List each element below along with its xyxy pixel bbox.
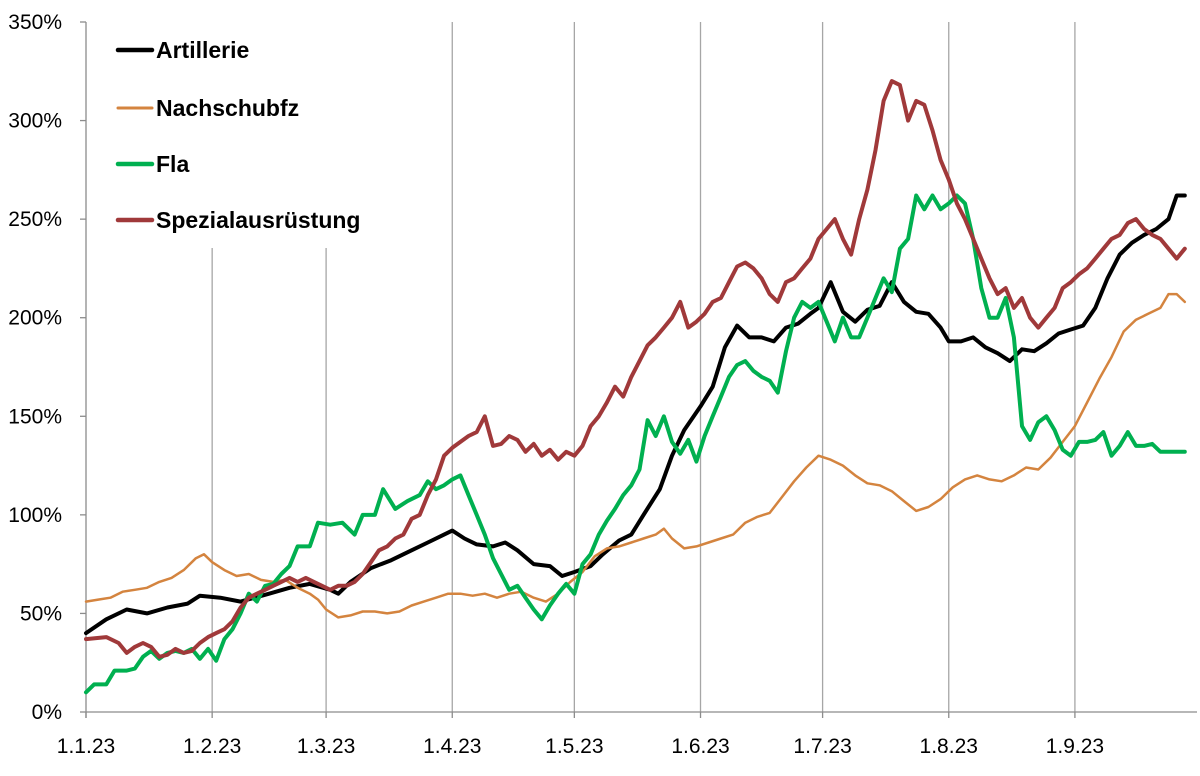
y-tick-label: 250% (8, 208, 62, 231)
x-tick-label: 1.5.23 (545, 735, 603, 758)
legend-label: Fla (156, 151, 189, 177)
gridlines (211, 22, 1076, 712)
y-tick-label: 300% (8, 110, 62, 133)
series-lines (84, 79, 1187, 695)
y-tick-label: 50% (20, 602, 62, 625)
x-axis-ticks: 1.1.23 1.2.23 1.3.23 1.4.23 1.5.23 1.6.23 1.7.… (57, 735, 1104, 758)
legend-label: Artillerie (156, 37, 249, 63)
series-line-artillerie (84, 193, 1187, 636)
x-tick-label: 1.7.23 (793, 735, 851, 758)
series-line-spezialausrüstung (84, 79, 1187, 659)
y-tick-label: 100% (8, 504, 62, 527)
y-tick-label: 350% (8, 11, 62, 34)
x-tick-label: 1.3.23 (297, 735, 355, 758)
x-tick-label: 1.4.23 (423, 735, 481, 758)
x-tick-label: 1.9.23 (1046, 735, 1104, 758)
legend-label: Nachschubfz (156, 95, 299, 121)
y-tick-label: 0% (32, 701, 62, 724)
legend-label: Spezialausrüstung (156, 207, 360, 233)
y-tick-label: 200% (8, 307, 62, 330)
x-tick-label: 1.1.23 (57, 735, 115, 758)
legend: Artillerie Nachschubfz Fla Spezialausrüstun… (115, 37, 360, 233)
x-tick-label: 1.6.23 (671, 735, 729, 758)
x-tick-label: 1.8.23 (920, 735, 978, 758)
series-line-nachschubfz (84, 292, 1187, 619)
x-tick-label: 1.2.23 (183, 735, 241, 758)
series-line-fla (84, 193, 1187, 695)
y-axis-ticks: 0% 50% 100% 150% 200% 250% 300% 350% (8, 11, 62, 724)
y-tick-label: 150% (8, 405, 62, 428)
